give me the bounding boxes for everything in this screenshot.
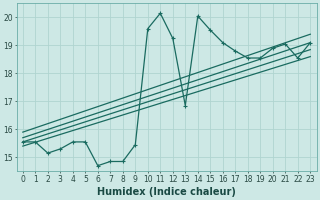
X-axis label: Humidex (Indice chaleur): Humidex (Indice chaleur) [97, 187, 236, 197]
